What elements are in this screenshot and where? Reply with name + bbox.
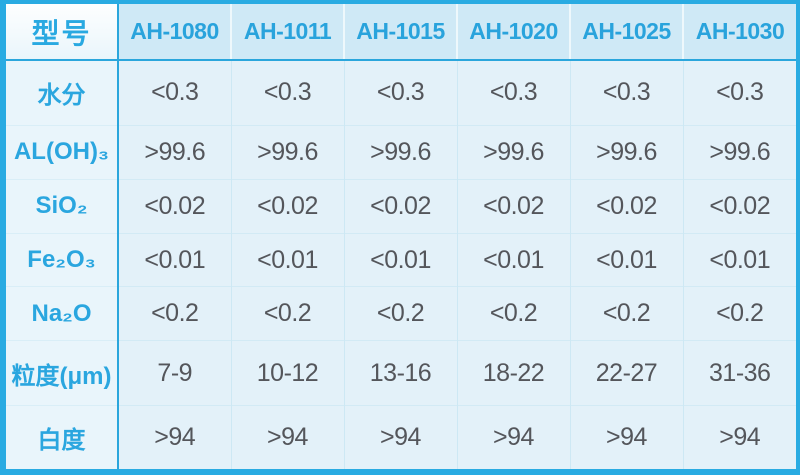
table-row-sio2: SiO₂ <0.02 <0.02 <0.02 <0.02 <0.02 <0.02 — [6, 178, 796, 234]
spec-table: 型号 AH-1080 AH-1011 AH-1015 AH-1020 AH-10… — [6, 4, 796, 469]
column-header-ah1020: AH-1020 — [456, 4, 570, 61]
data-cell: >94 — [117, 404, 231, 469]
table-row-na2o: Na₂O <0.2 <0.2 <0.2 <0.2 <0.2 <0.2 — [6, 286, 796, 341]
data-cell: <0.02 — [682, 178, 796, 234]
data-cell: <0.2 — [682, 286, 796, 341]
data-cell: <0.3 — [456, 59, 570, 126]
data-cell: >94 — [456, 404, 570, 469]
row-label-whiteness: 白度 — [6, 404, 119, 469]
data-cell: <0.3 — [682, 59, 796, 126]
data-cell: <0.02 — [569, 178, 683, 234]
column-header-ah1025: AH-1025 — [569, 4, 683, 61]
row-label-fe2o3: Fe₂O₃ — [6, 232, 119, 287]
row-label-particle-size: 粒度(μm) — [6, 340, 119, 406]
data-cell: >94 — [569, 404, 683, 469]
data-cell: 31-36 — [682, 340, 796, 406]
data-cell: <0.3 — [230, 59, 344, 126]
data-cell: <0.2 — [569, 286, 683, 341]
data-cell: 22-27 — [569, 340, 683, 406]
table-row-aloh3: AL(OH)₃ >99.6 >99.6 >99.6 >99.6 >99.6 >9… — [6, 124, 796, 180]
data-cell: >99.6 — [682, 124, 796, 180]
data-cell: <0.02 — [456, 178, 570, 234]
row-label-aloh3: AL(OH)₃ — [6, 124, 119, 180]
data-cell: >99.6 — [569, 124, 683, 180]
header-row: 型号 AH-1080 AH-1011 AH-1015 AH-1020 AH-10… — [6, 4, 796, 61]
data-cell: <0.01 — [682, 232, 796, 287]
data-cell: >99.6 — [230, 124, 344, 180]
data-cell: 18-22 — [456, 340, 570, 406]
data-cell: >99.6 — [117, 124, 231, 180]
column-header-ah1030: AH-1030 — [682, 4, 796, 61]
data-cell: 7-9 — [117, 340, 231, 406]
data-cell: 10-12 — [230, 340, 344, 406]
data-cell: <0.2 — [230, 286, 344, 341]
data-cell: <0.02 — [230, 178, 344, 234]
table-row-particle-size: 粒度(μm) 7-9 10-12 13-16 18-22 22-27 31-36 — [6, 340, 796, 406]
data-cell: <0.01 — [230, 232, 344, 287]
data-cell: <0.01 — [343, 232, 457, 287]
column-header-ah1011: AH-1011 — [230, 4, 344, 61]
data-cell: <0.2 — [456, 286, 570, 341]
row-label-na2o: Na₂O — [6, 286, 119, 341]
data-cell: >94 — [343, 404, 457, 469]
row-label-sio2: SiO₂ — [6, 178, 119, 234]
data-cell: >99.6 — [343, 124, 457, 180]
data-cell: <0.3 — [343, 59, 457, 126]
corner-cell-model: 型号 — [6, 4, 119, 61]
table-row-fe2o3: Fe₂O₃ <0.01 <0.01 <0.01 <0.01 <0.01 <0.0… — [6, 232, 796, 287]
table-row-moisture: 水分 <0.3 <0.3 <0.3 <0.3 <0.3 <0.3 — [6, 59, 796, 126]
data-cell: <0.01 — [569, 232, 683, 287]
row-label-moisture: 水分 — [6, 59, 119, 126]
data-cell: >94 — [230, 404, 344, 469]
data-cell: <0.02 — [343, 178, 457, 234]
data-cell: <0.2 — [117, 286, 231, 341]
data-cell: <0.01 — [456, 232, 570, 287]
data-cell: >99.6 — [456, 124, 570, 180]
table-row-whiteness: 白度 >94 >94 >94 >94 >94 >94 — [6, 404, 796, 469]
data-cell: <0.02 — [117, 178, 231, 234]
data-cell: <0.2 — [343, 286, 457, 341]
data-cell: <0.01 — [117, 232, 231, 287]
column-header-ah1080: AH-1080 — [117, 4, 231, 61]
data-cell: >94 — [682, 404, 796, 469]
data-cell: <0.3 — [569, 59, 683, 126]
data-cell: 13-16 — [343, 340, 457, 406]
data-cell: <0.3 — [117, 59, 231, 126]
column-header-ah1015: AH-1015 — [343, 4, 457, 61]
